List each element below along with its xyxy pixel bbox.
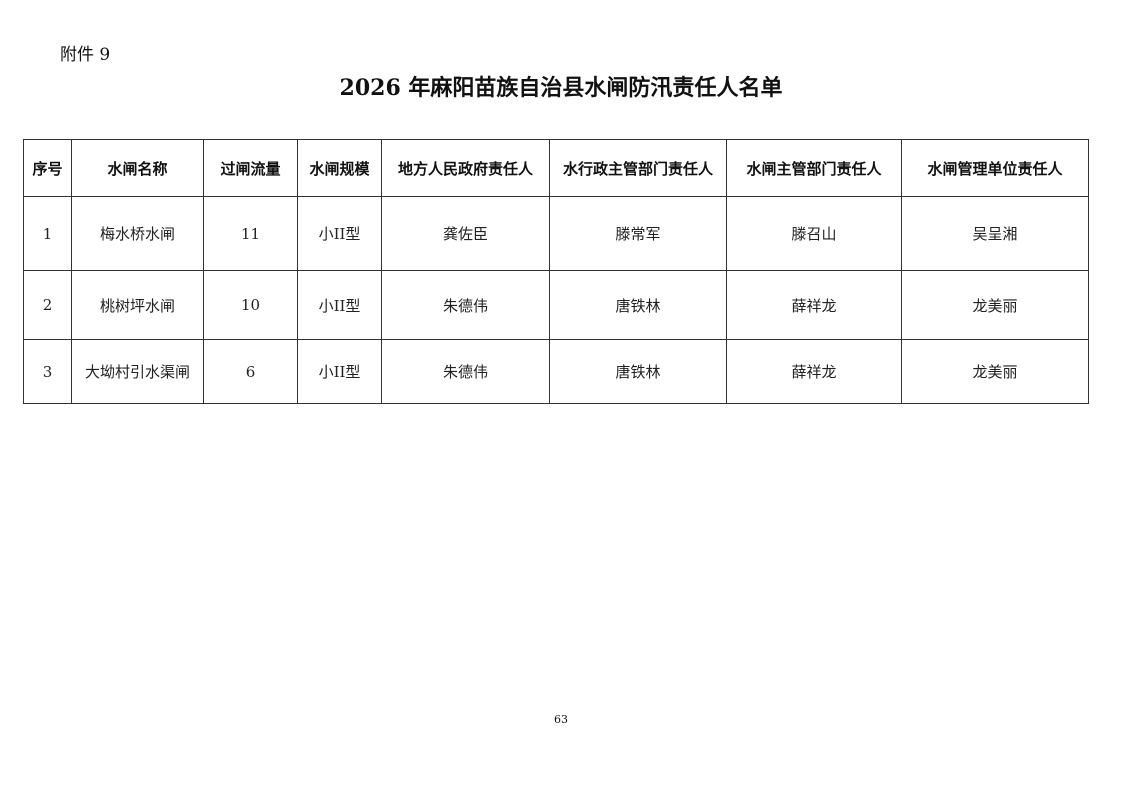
table-cell: 朱德伟 <box>381 270 550 340</box>
table-row: 2 桃树坪水闸 10 小II型 朱德伟 唐铁林 薛祥龙 龙美丽 <box>23 270 1089 340</box>
table-cell: 1 <box>23 196 72 271</box>
table-cell: 龙美丽 <box>901 339 1089 404</box>
page-number: 63 <box>554 713 568 726</box>
table-cell: 唐铁林 <box>549 270 727 340</box>
table-cell: 龚佐臣 <box>381 196 550 271</box>
column-header: 水闸规模 <box>297 139 382 197</box>
table-cell: 唐铁林 <box>549 339 727 404</box>
table-cell: 11 <box>203 196 298 271</box>
table-cell: 朱德伟 <box>381 339 550 404</box>
table-cell: 小II型 <box>297 270 382 340</box>
table-cell: 3 <box>23 339 72 404</box>
table-cell: 薛祥龙 <box>726 270 902 340</box>
table-cell: 梅水桥水闸 <box>71 196 204 271</box>
responsibility-table: 序号 水闸名称 过闸流量 水闸规模 地方人民政府责任人 水行政主管部门责任人 水闸主管部门责… <box>23 139 1089 404</box>
table-row: 3 大坳村引水渠闸 6 小II型 朱德伟 唐铁林 薛祥龙 龙美丽 <box>23 339 1089 404</box>
table-row: 1 梅水桥水闸 11 小II型 龚佐臣 滕常军 滕召山 吴呈湘 <box>23 196 1089 271</box>
column-header: 序号 <box>23 139 72 197</box>
column-header: 水行政主管部门责任人 <box>549 139 727 197</box>
column-header: 水闸名称 <box>71 139 204 197</box>
table-cell: 小II型 <box>297 339 382 404</box>
column-header: 过闸流量 <box>203 139 298 197</box>
table-cell: 龙美丽 <box>901 270 1089 340</box>
table-cell: 滕常军 <box>549 196 727 271</box>
table-cell: 吴呈湘 <box>901 196 1089 271</box>
column-header: 水闸管理单位责任人 <box>901 139 1089 197</box>
table-cell: 6 <box>203 339 298 404</box>
table-header-row: 序号 水闸名称 过闸流量 水闸规模 地方人民政府责任人 水行政主管部门责任人 水闸主管部门责… <box>23 139 1089 197</box>
column-header: 地方人民政府责任人 <box>381 139 550 197</box>
table-cell: 小II型 <box>297 196 382 271</box>
table-cell: 桃树坪水闸 <box>71 270 204 340</box>
attachment-label: 附件 9 <box>60 45 111 65</box>
table-cell: 大坳村引水渠闸 <box>71 339 204 404</box>
table-cell: 10 <box>203 270 298 340</box>
column-header: 水闸主管部门责任人 <box>726 139 902 197</box>
table-cell: 滕召山 <box>726 196 902 271</box>
document-title: 2026 年麻阳苗族自治县水闸防汛责任人名单 <box>339 75 783 101</box>
table-cell: 2 <box>23 270 72 340</box>
table-cell: 薛祥龙 <box>726 339 902 404</box>
